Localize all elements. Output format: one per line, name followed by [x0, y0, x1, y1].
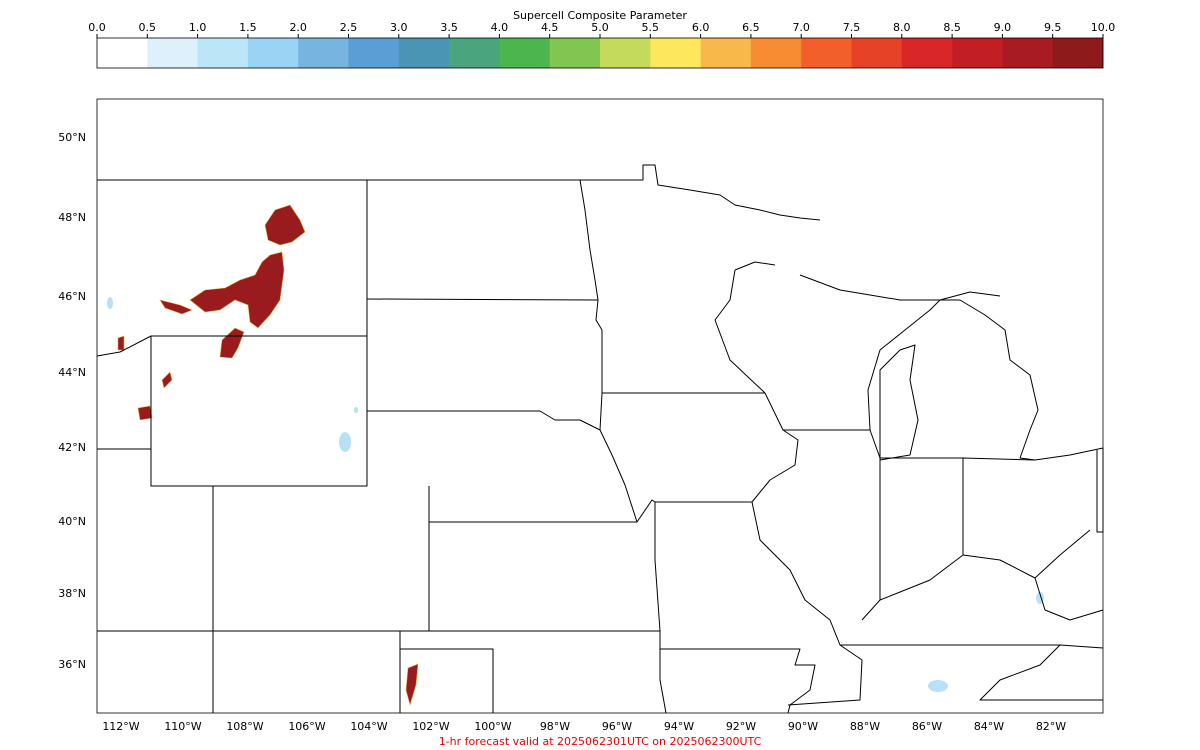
colorbar-swatch [247, 38, 299, 68]
colorbar-swatch [750, 38, 802, 68]
colorbar-tick-label: 7.5 [843, 21, 861, 34]
colorbar-swatch [600, 38, 651, 68]
lat-label: 44°N [58, 366, 86, 379]
lon-label: 84°W [974, 720, 1004, 733]
lat-label: 38°N [58, 587, 86, 600]
lon-label: 98°W [540, 720, 570, 733]
colorbar-frame [96, 37, 1104, 69]
colorbar-swatch [1052, 38, 1104, 68]
colorbar-swatch [650, 38, 701, 68]
colorbar-tick-label: 7.0 [792, 21, 810, 34]
lon-labels: 112°W 110°W 108°W 106°W 104°W 102°W 100°W 98°W 9… [102, 720, 1066, 733]
colorbar-swatch [348, 38, 400, 68]
colorbar-tick-label: 3.5 [440, 21, 458, 34]
colorbar-title: Supercell Composite Parameter [513, 9, 687, 22]
lon-label: 112°W [102, 720, 139, 733]
lat-label: 36°N [58, 658, 86, 671]
colorbar-tick-label: 5.5 [642, 21, 660, 34]
lon-label: 96°W [602, 720, 632, 733]
colorbar-swatch [901, 38, 953, 68]
colorbar-tick-label: 4.5 [541, 21, 559, 34]
colorbar-swatch [398, 38, 450, 68]
lon-label: 104°W [350, 720, 387, 733]
colorbar-tick-label: 0.5 [139, 21, 157, 34]
lon-label: 110°W [164, 720, 201, 733]
colorbar-swatch [499, 38, 550, 68]
colorbar-swatch [549, 38, 601, 68]
colorbar-tick-label: 0.0 [88, 21, 106, 34]
colorbar-tick-label: 6.0 [692, 21, 710, 34]
colorbar-tick-label: 4.0 [491, 21, 509, 34]
lat-label: 46°N [58, 290, 86, 303]
colorbar-swatch [298, 38, 349, 68]
colorbar-tick-label: 6.5 [742, 21, 760, 34]
colorbar-tick-label: 1.5 [239, 21, 257, 34]
colorbar-tick-label: 9.5 [1044, 21, 1062, 34]
colorbar-swatch [801, 38, 852, 68]
colorbar: 0.0 0.5 1.0 1.5 2.0 2.5 3.0 3.5 4.0 4.5 5.0 5.5 6.0 6… [88, 21, 1115, 68]
colorbar-swatch [1002, 38, 1053, 68]
colorbar-tick-label: 3.0 [390, 21, 408, 34]
map-features [96, 164, 1104, 714]
lon-label: 100°W [474, 720, 511, 733]
lon-label: 92°W [726, 720, 756, 733]
colorbar-swatch [952, 38, 1003, 68]
colorbar-tick-label: 2.5 [340, 21, 358, 34]
lat-label: 40°N [58, 515, 86, 528]
colorbar-swatch [97, 38, 148, 68]
lon-label: 90°W [788, 720, 818, 733]
colorbar-swatch [851, 38, 903, 68]
colorbar-tick-label: 9.0 [994, 21, 1012, 34]
colorbar-swatch [197, 38, 249, 68]
lat-label: 42°N [58, 441, 86, 454]
colorbar-swatch [147, 38, 198, 68]
colorbar-tick-label: 2.0 [289, 21, 307, 34]
colorbar-swatch [700, 38, 752, 68]
lat-label: 48°N [58, 211, 86, 224]
lon-label: 108°W [226, 720, 263, 733]
lon-label: 86°W [912, 720, 942, 733]
lat-label: 50°N [58, 131, 86, 144]
colorbar-tick-label: 8.5 [943, 21, 961, 34]
colorbar-tick-label: 8.0 [893, 21, 911, 34]
colorbar-tick-label: 10.0 [1091, 21, 1116, 34]
lat-labels: 50°N 48°N 46°N 44°N 42°N 40°N 38°N 36°N [58, 131, 86, 671]
colorbar-tick-label: 1.0 [189, 21, 207, 34]
lon-label: 82°W [1036, 720, 1066, 733]
colorbar-tick-label: 5.0 [591, 21, 609, 34]
lon-label: 94°W [664, 720, 694, 733]
lon-label: 102°W [412, 720, 449, 733]
colorbar-swatch [449, 38, 500, 68]
map-frame [96, 98, 1104, 714]
lon-label: 106°W [288, 720, 325, 733]
footer: 1-hr forecast valid at 2025062301UTC on … [439, 735, 762, 748]
lon-label: 88°W [850, 720, 880, 733]
